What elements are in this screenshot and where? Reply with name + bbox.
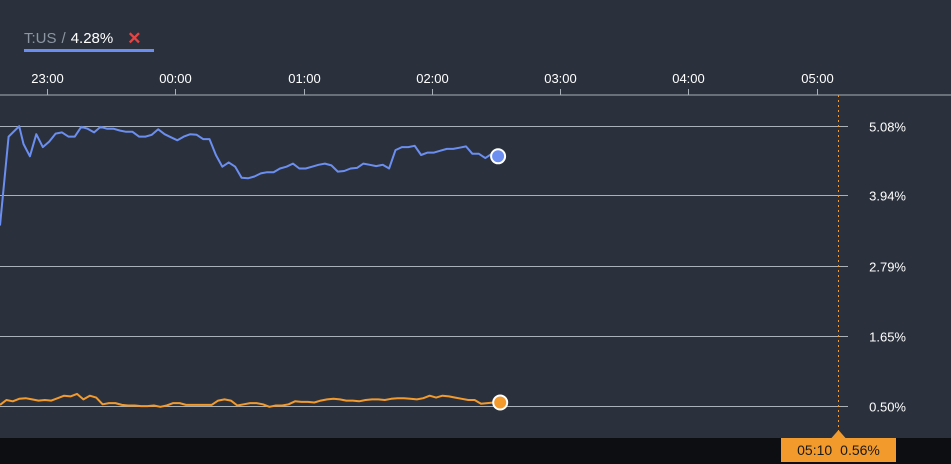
x-tick-label: 01:00: [288, 71, 321, 86]
y-tick-label: 3.94%: [869, 189, 906, 204]
legend-symbol: T:US: [24, 29, 57, 47]
crosshair-time: 05:10: [797, 442, 833, 458]
series-end-marker-secondary: [492, 394, 509, 411]
legend-underline: [24, 49, 154, 52]
close-icon[interactable]: ✕: [127, 28, 142, 48]
x-tick-label: 23:00: [31, 71, 64, 86]
y-tick-label: 2.79%: [869, 260, 906, 275]
series-line-tus: [0, 125, 499, 226]
x-tick-label: 00:00: [159, 71, 192, 86]
y-tick-label: 1.65%: [869, 330, 906, 345]
crosshair-value: 0.56%: [840, 442, 880, 458]
legend-separator: /: [61, 29, 66, 47]
line-chart[interactable]: 5.08% 3.94% 2.79% 1.65% 0.50% 23:00 00:00 01:00…: [0, 0, 951, 440]
y-tick-label: 5.08%: [869, 120, 906, 135]
x-tick-label: 02:00: [416, 71, 449, 86]
legend-value: 4.28%: [70, 29, 114, 47]
crosshair-arrow: [831, 430, 846, 438]
x-tick-label: 03:00: [544, 71, 577, 86]
x-tick-label: 04:00: [672, 71, 705, 86]
y-tick-label: 0.50%: [869, 400, 906, 415]
series-line-secondary: [0, 392, 501, 408]
series-end-marker-tus: [490, 148, 507, 165]
crosshair-readout: 05:10 0.56%: [781, 438, 896, 462]
x-tick-label: 05:00: [801, 71, 834, 86]
legend-item-tus[interactable]: T:US / 4.28% ✕: [24, 26, 141, 50]
